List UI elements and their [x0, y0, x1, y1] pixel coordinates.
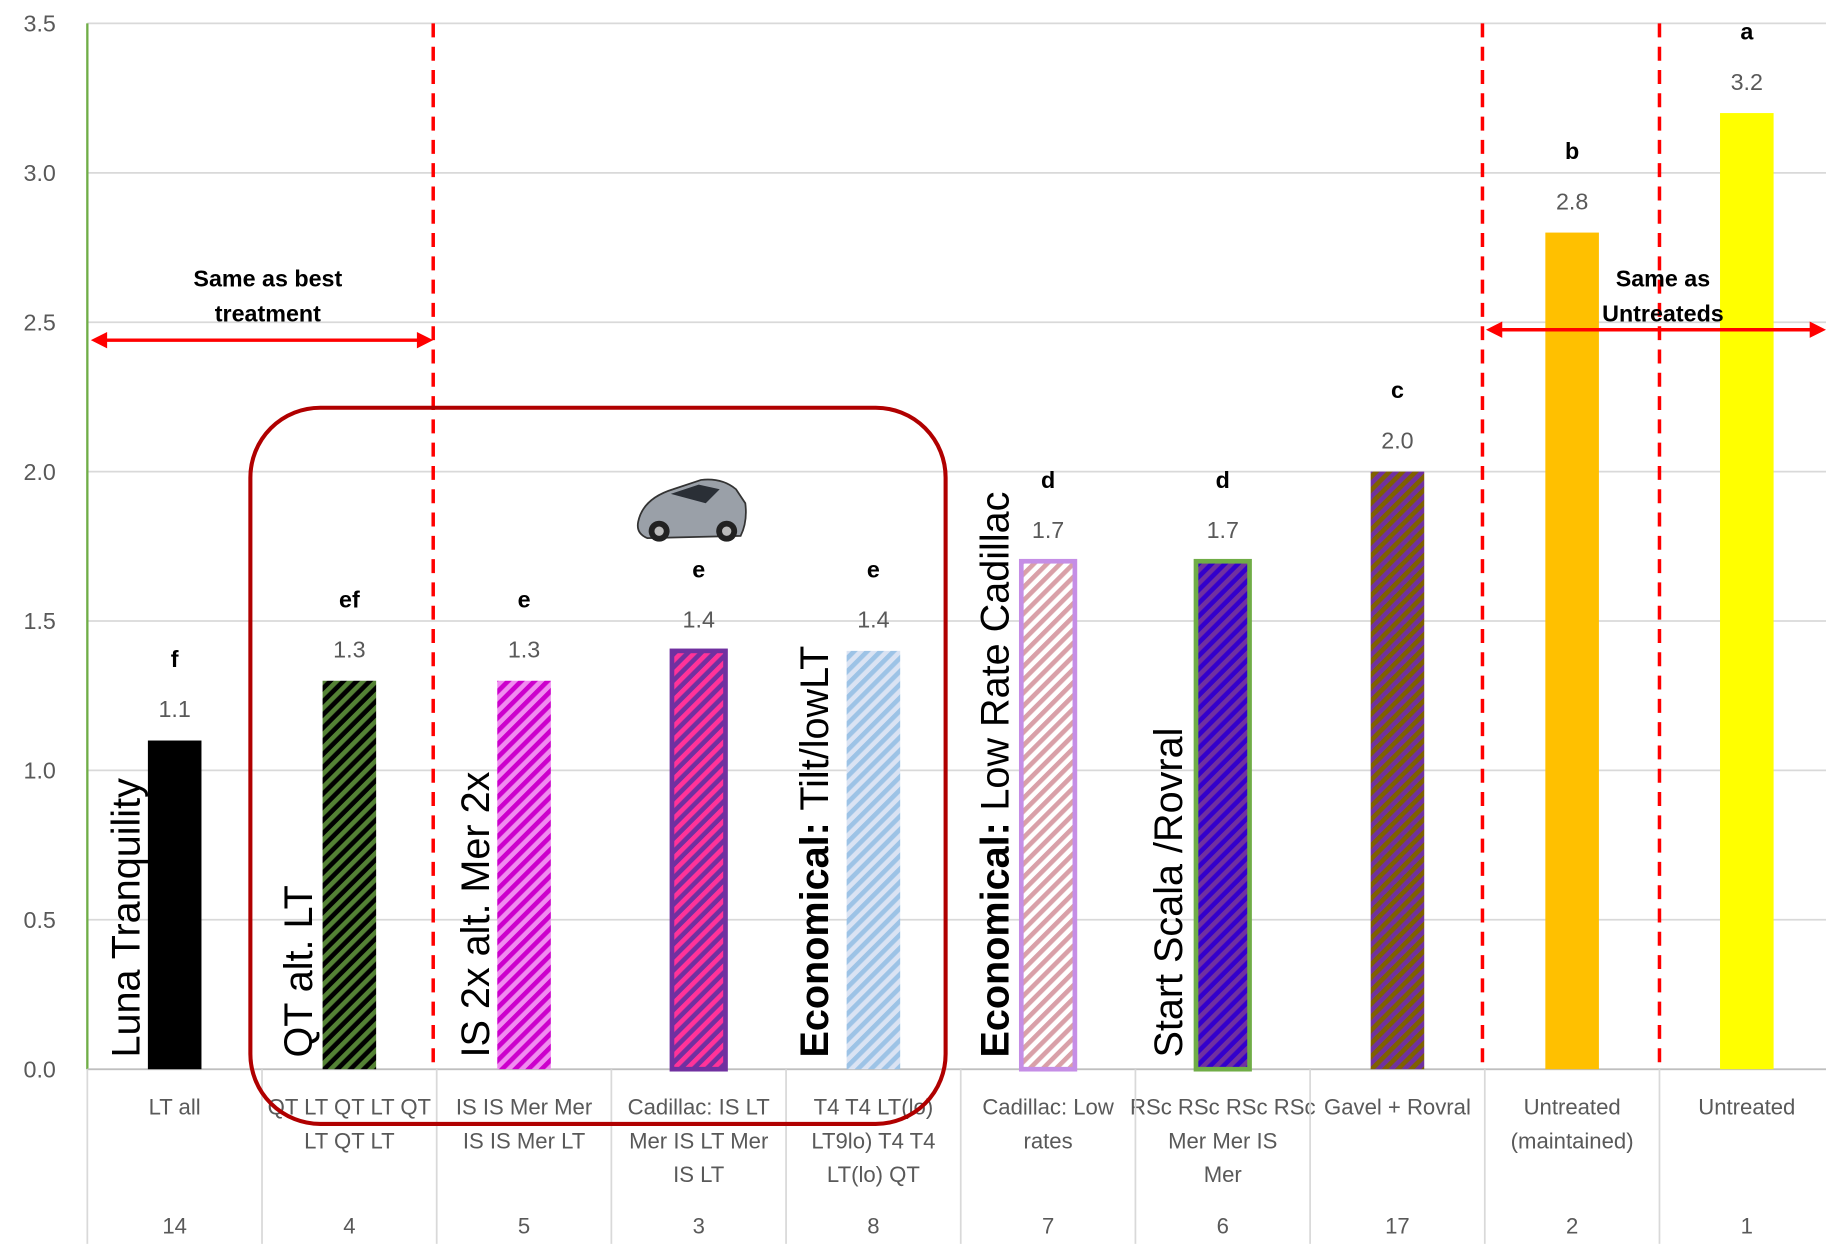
x-tick-label: IS LT — [673, 1162, 724, 1187]
x-tick-label: (maintained) — [1511, 1128, 1634, 1153]
bar — [147, 740, 202, 1070]
x-tick-label: rates — [1024, 1128, 1073, 1153]
vertical-label: QT alt. LT — [277, 885, 321, 1057]
value-label: 1.3 — [508, 636, 540, 662]
x-tick-label: Cadillac: IS LT — [628, 1095, 770, 1120]
bar — [497, 680, 551, 1070]
value-label: 1.3 — [333, 636, 365, 662]
x-tick-label: IS IS Mer LT — [463, 1128, 585, 1153]
arrow-head — [1809, 321, 1826, 338]
treatment-number: 1 — [1741, 1213, 1753, 1238]
y-tick-label: 2.5 — [24, 309, 56, 335]
treatment-number: 4 — [343, 1213, 355, 1238]
y-tick-label: 1.5 — [24, 608, 56, 634]
y-tick-label: 1.0 — [24, 758, 56, 784]
significance-letter: b — [1565, 138, 1579, 164]
value-label: 1.4 — [683, 607, 715, 633]
vertical-label-bold: Economical: — [973, 822, 1017, 1057]
arrow-head — [1485, 321, 1503, 338]
significance-letter: d — [1041, 467, 1055, 493]
x-tick-label: Gavel + Rovral — [1324, 1095, 1471, 1120]
vertical-label: Start Scala /Rovral — [1147, 728, 1191, 1058]
x-tick-label: Cadillac: Low — [982, 1095, 1115, 1120]
annotation: treatment — [215, 301, 321, 327]
significance-letter: f — [171, 646, 179, 672]
x-tick-label: LT all — [149, 1095, 201, 1120]
annotation: Untreateds — [1602, 301, 1724, 327]
x-tick-label: Mer Mer IS — [1168, 1128, 1277, 1153]
significance-letter: e — [518, 586, 531, 612]
x-tick-label: T4 T4 LT(lo) — [814, 1095, 934, 1120]
value-label: 1.4 — [857, 607, 889, 633]
vertical-label-bold: Economical: — [793, 822, 837, 1057]
x-tick-label: Untreated — [1698, 1095, 1795, 1120]
x-tick-label: LT QT LT — [304, 1128, 395, 1153]
treatment-number: 8 — [867, 1213, 879, 1238]
significance-letter: ef — [339, 586, 360, 612]
arrow-head — [416, 332, 434, 349]
vertical-label-text: IS 2x alt. Mer 2x — [454, 771, 498, 1057]
treatment-number: 7 — [1042, 1213, 1054, 1238]
value-label: 1.7 — [1207, 517, 1239, 543]
treatment-number: 17 — [1385, 1213, 1410, 1238]
x-tick-label: Untreated — [1524, 1095, 1621, 1120]
y-tick-label: 3.0 — [24, 160, 56, 186]
highlight-box — [248, 405, 948, 1126]
vertical-label-text: Low Rate Cadillac — [973, 492, 1017, 811]
bar — [1720, 113, 1774, 1070]
bar — [669, 648, 728, 1072]
bar — [846, 650, 901, 1070]
bar — [1545, 232, 1599, 1070]
x-tick-label: RSc RSc RSc RSc — [1130, 1095, 1316, 1120]
significance-letter: a — [1740, 19, 1754, 45]
annotation: Same as — [1616, 266, 1711, 292]
y-tick-label: 3.5 — [24, 11, 56, 37]
vertical-label: Luna Tranquility — [105, 778, 149, 1058]
x-tick-label: Mer IS LT Mer — [629, 1128, 768, 1153]
x-tick-label: LT9lo) T4 T4 — [811, 1128, 935, 1153]
y-tick-label: 2.0 — [24, 459, 56, 485]
annotation: Same as best — [193, 266, 342, 292]
treatment-number: 6 — [1217, 1213, 1229, 1238]
car-icon — [636, 478, 747, 542]
value-label: 1.7 — [1032, 517, 1064, 543]
vertical-label-text: QT alt. LT — [277, 885, 321, 1057]
bar — [1193, 558, 1252, 1072]
vertical-label-text: Luna Tranquility — [105, 778, 149, 1058]
x-tick-label: Mer — [1204, 1162, 1242, 1187]
vertical-label: Economical: Low Rate Cadillac — [973, 492, 1017, 1058]
arrow-head — [90, 332, 108, 349]
treatment-number: 14 — [162, 1213, 187, 1238]
value-label: 1.1 — [158, 696, 190, 722]
treatment-number: 2 — [1566, 1213, 1578, 1238]
value-label: 2.0 — [1381, 427, 1413, 453]
y-tick-label: 0.0 — [24, 1056, 56, 1082]
vertical-label: IS 2x alt. Mer 2x — [454, 771, 498, 1057]
vertical-label-text: Tilt/lowLT — [793, 646, 837, 811]
bar — [1370, 471, 1425, 1070]
treatment-number: 3 — [693, 1213, 705, 1238]
x-tick-label: IS IS Mer Mer — [456, 1095, 592, 1120]
vertical-label-text: Start Scala /Rovral — [1147, 728, 1191, 1058]
significance-letter: e — [692, 557, 705, 583]
significance-letter: c — [1391, 377, 1404, 403]
value-label: 2.8 — [1556, 188, 1588, 214]
x-tick-label: LT(lo) QT — [827, 1162, 920, 1187]
significance-letter: d — [1216, 467, 1230, 493]
significance-letter: e — [867, 557, 880, 583]
bar — [1018, 558, 1078, 1072]
treatment-number: 5 — [518, 1213, 530, 1238]
vertical-label: Economical: Tilt/lowLT — [793, 646, 837, 1058]
y-tick-label: 0.5 — [24, 907, 56, 933]
x-tick-label: QT LT QT LT QT — [268, 1095, 431, 1120]
value-label: 3.2 — [1731, 69, 1763, 95]
bar — [322, 680, 377, 1070]
